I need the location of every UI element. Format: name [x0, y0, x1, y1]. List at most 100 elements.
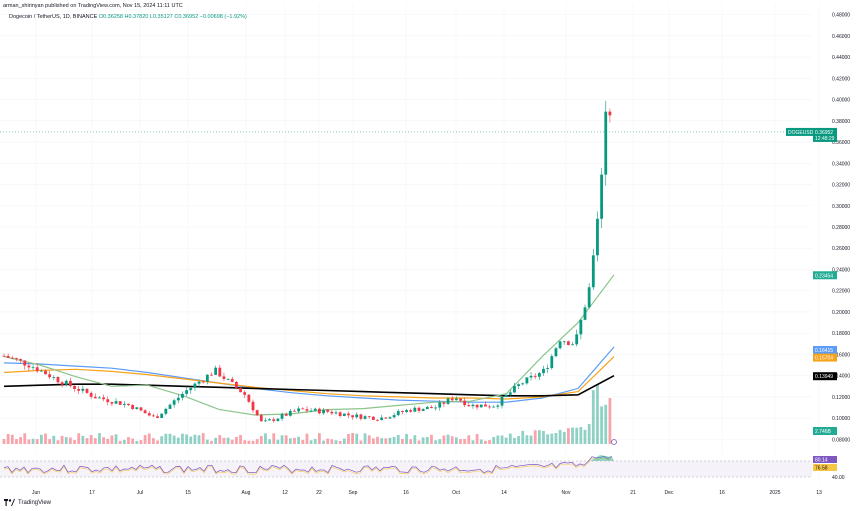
candle-body [135, 407, 139, 410]
volume-bar [313, 439, 317, 444]
candle-body [537, 373, 541, 377]
volume-bar [301, 439, 305, 444]
price-tick-label: 0.32000 [832, 183, 850, 189]
candle-body [513, 386, 516, 393]
current-price-tag [813, 127, 837, 142]
candle-body [122, 403, 126, 405]
volume-bar [147, 433, 151, 444]
volume-bar [52, 435, 56, 444]
publisher-line: arman_shirinyan published on TradingView… [3, 3, 183, 9]
volume-bar [89, 435, 93, 444]
volume-bar [264, 433, 267, 444]
volume-bar [318, 433, 321, 444]
volume-bar [488, 440, 491, 444]
candle-body [463, 400, 467, 406]
candle-body [127, 403, 130, 406]
tradingview-logo-text: TradingView [18, 499, 52, 506]
volume-bar [135, 440, 139, 444]
volume-bar [143, 434, 147, 444]
volume-bar [19, 437, 22, 444]
volume-bar [351, 433, 354, 444]
volume-bar [434, 440, 437, 444]
candle-body [500, 396, 504, 406]
volume-bar [255, 439, 259, 444]
candle-body [525, 377, 529, 384]
candle-body [591, 255, 595, 288]
volume-bar [226, 437, 230, 444]
ohlc-high: H0.37820 [124, 14, 149, 20]
volume-bar [131, 438, 135, 444]
time-tick-label: 17 [89, 490, 95, 496]
volume-bar [525, 435, 529, 444]
volume-bar [235, 436, 238, 444]
tradingview-logo[interactable]: TradingView [4, 499, 51, 506]
time-axis[interactable]: Jun 17 Jul 15 Aug 12 22 Sep 16 Oct 14 Nov 21 Dec 16 202… [32, 490, 822, 496]
volume-bar [342, 438, 346, 444]
ma-price-value: 0.15704 [815, 356, 833, 362]
candle-body [93, 396, 97, 399]
candle-body [147, 413, 151, 416]
rsi-tag-value: 80.14 [815, 458, 828, 464]
volume-bar [118, 440, 122, 444]
candle-body [567, 341, 570, 346]
time-tick-label: Nov [562, 490, 571, 496]
ohlc-open: O0.36258 [98, 14, 123, 20]
volume-bar [181, 433, 184, 444]
symbol-name[interactable]: Dogecoin / TetherUS, 1D, BINANCE [9, 14, 98, 20]
volume-bar [259, 435, 263, 444]
volume-bar [529, 435, 533, 444]
candle-body [604, 111, 608, 175]
volume-bar [160, 436, 164, 444]
volume-bar [172, 435, 176, 444]
candle-body [205, 374, 209, 382]
volume-bar [533, 430, 537, 444]
candle-body [102, 397, 105, 400]
candle-body [409, 410, 413, 412]
price-tick-label: 0.24000 [832, 267, 850, 273]
candle-body [272, 419, 276, 421]
candle-body [168, 404, 172, 409]
volume-bar [554, 432, 558, 444]
time-tick-label: Aug [242, 490, 251, 496]
candle-body [558, 341, 562, 349]
volume-bar [359, 440, 363, 444]
candle-body [508, 392, 512, 395]
volume-bar [164, 433, 168, 444]
volume-bar [23, 433, 27, 444]
candle-body [268, 419, 271, 421]
volume-bar [517, 436, 520, 444]
candle-body [164, 408, 168, 414]
volume-bar [405, 434, 408, 444]
price-tick-label: 0.40000 [832, 98, 850, 104]
candle-body [69, 380, 72, 386]
volume-bar [69, 437, 72, 444]
volume-bar [297, 436, 301, 444]
candle-body [459, 398, 462, 401]
volume-bar [85, 438, 89, 444]
candle-body [255, 410, 259, 416]
candle-body [2, 355, 6, 357]
candle-body [376, 419, 379, 421]
symbol-info: Dogecoin / TetherUS, 1D, BINANCE O0.3625… [9, 14, 247, 20]
volume-bar [77, 433, 81, 444]
volume-bar [550, 433, 554, 444]
volume-bar [230, 439, 234, 444]
volume-bar [454, 437, 458, 444]
time-tick-label: 16 [719, 490, 725, 496]
candle-body [56, 377, 60, 383]
volume-bar [197, 435, 201, 444]
event-marker [611, 439, 617, 445]
volume-bar [31, 438, 35, 444]
volume-bar [438, 439, 442, 444]
volume-bar [504, 437, 508, 444]
volume-bar [542, 431, 545, 444]
volume-bar [334, 440, 338, 444]
candle-body [288, 410, 292, 416]
volume-bar [210, 440, 213, 444]
candle-body [77, 388, 81, 391]
price-axis[interactable]: 0.48000 0.46000 0.44000 0.42000 0.40000 0.380… [832, 13, 850, 444]
candle-body [31, 367, 35, 369]
volume-bar [587, 423, 591, 444]
volume-bar [392, 436, 396, 444]
